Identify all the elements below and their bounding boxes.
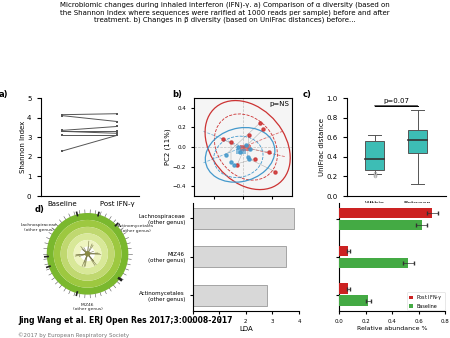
Point: [245, 156, 252, 162]
Bar: [339, 283, 348, 294]
Text: p=0.07: p=0.07: [383, 98, 409, 104]
Text: Jing Wang et al. ERJ Open Res 2017;3:00008-2017: Jing Wang et al. ERJ Open Res 2017;3:000…: [18, 316, 233, 325]
Bar: [193, 208, 294, 229]
Text: Actinomycetales
(other genus): Actinomycetales (other genus): [117, 224, 154, 233]
Point: [222, 152, 229, 158]
Text: a): a): [0, 90, 9, 99]
Bar: [193, 285, 267, 306]
X-axis label: PC1 (46%): PC1 (46%): [225, 210, 261, 217]
Polygon shape: [54, 220, 122, 288]
Bar: [339, 220, 422, 231]
Point: [228, 139, 235, 145]
Text: ©2017 by European Respiratory Society: ©2017 by European Respiratory Society: [18, 332, 129, 338]
Text: Microbiomic changes during inhaled interferon (IFN)-γ. a) Comparison of α divers: Microbiomic changes during inhaled inter…: [60, 2, 390, 23]
Bar: [339, 208, 432, 218]
Point: [242, 142, 249, 148]
Point: [271, 169, 279, 174]
Text: Lachnospiraceae
(other genus): Lachnospiraceae (other genus): [20, 223, 57, 232]
FancyBboxPatch shape: [236, 149, 247, 154]
Bar: [408, 130, 427, 153]
Y-axis label: Shannon Index: Shannon Index: [20, 121, 26, 173]
Point: [244, 154, 251, 160]
Point: [235, 144, 242, 150]
Text: c): c): [302, 90, 311, 99]
Y-axis label: PC2 (11%): PC2 (11%): [165, 129, 171, 165]
Point: [219, 137, 226, 142]
Polygon shape: [61, 227, 114, 281]
Point: [234, 162, 241, 167]
Point: [257, 120, 264, 125]
FancyBboxPatch shape: [240, 145, 251, 151]
Circle shape: [86, 252, 90, 256]
X-axis label: Relative abundance %: Relative abundance %: [357, 327, 428, 331]
Polygon shape: [74, 240, 101, 268]
Point: [251, 156, 258, 162]
Text: b): b): [172, 90, 182, 99]
Point: [260, 127, 267, 132]
Bar: [339, 295, 369, 306]
Y-axis label: UniFrac distance: UniFrac distance: [319, 118, 325, 176]
Point: [245, 132, 252, 138]
Polygon shape: [67, 234, 108, 274]
X-axis label: LDA: LDA: [239, 327, 253, 332]
Polygon shape: [47, 213, 128, 295]
Bar: [365, 141, 384, 170]
Text: MIZ46
(other genus): MIZ46 (other genus): [72, 303, 103, 311]
Point: [266, 149, 273, 155]
Bar: [339, 245, 348, 256]
Bar: [339, 258, 408, 268]
Text: d): d): [35, 205, 45, 214]
Text: p=NS: p=NS: [270, 101, 289, 107]
Bar: [193, 246, 286, 267]
Point: [237, 149, 244, 155]
Point: [231, 162, 238, 167]
Point: [228, 159, 235, 165]
Point: [246, 146, 253, 152]
Legend: Post IFN-$\gamma$, Baseline: Post IFN-$\gamma$, Baseline: [407, 292, 445, 310]
